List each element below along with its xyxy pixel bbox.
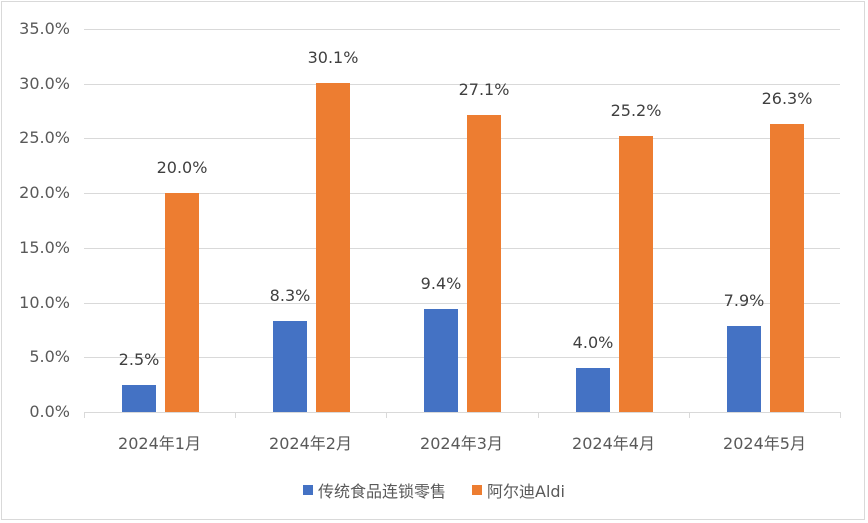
x-axis-category-label: 2024年4月: [572, 434, 655, 453]
bar-traditional-retail[interactable]: [122, 385, 156, 412]
data-label: 27.1%: [458, 80, 510, 99]
bar-traditional-retail[interactable]: [727, 326, 761, 412]
gridline: [84, 248, 840, 249]
x-axis-category-label: 2024年1月: [118, 434, 201, 453]
bar-aldi[interactable]: [165, 193, 199, 412]
x-axis-category-label: 2024年5月: [723, 434, 806, 453]
data-label: 2.5%: [118, 350, 160, 369]
x-axis-category-label: 2024年2月: [269, 434, 352, 453]
y-axis-tick-label: 25.0%: [19, 128, 70, 147]
y-axis-tick-label: 0.0%: [29, 402, 70, 421]
data-label: 26.3%: [761, 89, 813, 108]
x-axis-tick: [386, 412, 387, 418]
x-axis-tick: [84, 412, 85, 418]
y-axis-tick-label: 5.0%: [29, 347, 70, 366]
bar-traditional-retail[interactable]: [273, 321, 307, 412]
x-axis-tick: [840, 412, 841, 418]
data-label: 8.3%: [269, 286, 311, 305]
x-axis-tick: [538, 412, 539, 418]
y-axis-tick-label: 10.0%: [19, 293, 70, 312]
gridline: [84, 412, 840, 413]
data-label: 20.0%: [156, 158, 208, 177]
x-axis-tick: [689, 412, 690, 418]
gridline: [84, 193, 840, 194]
bar-aldi[interactable]: [316, 83, 350, 412]
gridline: [84, 303, 840, 304]
data-label: 7.9%: [723, 291, 765, 310]
y-axis-tick-label: 15.0%: [19, 238, 70, 257]
bar-traditional-retail[interactable]: [576, 368, 610, 412]
legend-item[interactable]: 阿尔迪Aldi: [472, 478, 565, 502]
legend-swatch-icon: [302, 485, 313, 495]
bar-aldi[interactable]: [619, 136, 653, 412]
y-axis-tick-label: 30.0%: [19, 74, 70, 93]
gridline: [84, 138, 840, 139]
legend: 传统食品连锁零售 阿尔迪Aldi: [0, 478, 868, 502]
legend-swatch-icon: [472, 485, 482, 495]
bar-aldi[interactable]: [467, 115, 501, 412]
data-label: 25.2%: [610, 101, 662, 120]
y-axis-tick-label: 20.0%: [19, 183, 70, 202]
bar-aldi[interactable]: [770, 124, 804, 412]
data-label: 9.4%: [420, 274, 462, 293]
gridline: [84, 357, 840, 358]
bar-traditional-retail[interactable]: [424, 309, 458, 412]
data-label: 4.0%: [572, 333, 614, 352]
legend-item[interactable]: 传统食品连锁零售: [302, 478, 446, 502]
x-axis-category-label: 2024年3月: [420, 434, 503, 453]
legend-label: 阿尔迪Aldi: [487, 482, 565, 501]
gridline: [84, 29, 840, 30]
legend-label: 传统食品连锁零售: [317, 482, 446, 501]
data-label: 30.1%: [307, 48, 359, 67]
x-axis-tick: [235, 412, 236, 418]
y-axis-tick-label: 35.0%: [19, 19, 70, 38]
gridline: [84, 84, 840, 85]
